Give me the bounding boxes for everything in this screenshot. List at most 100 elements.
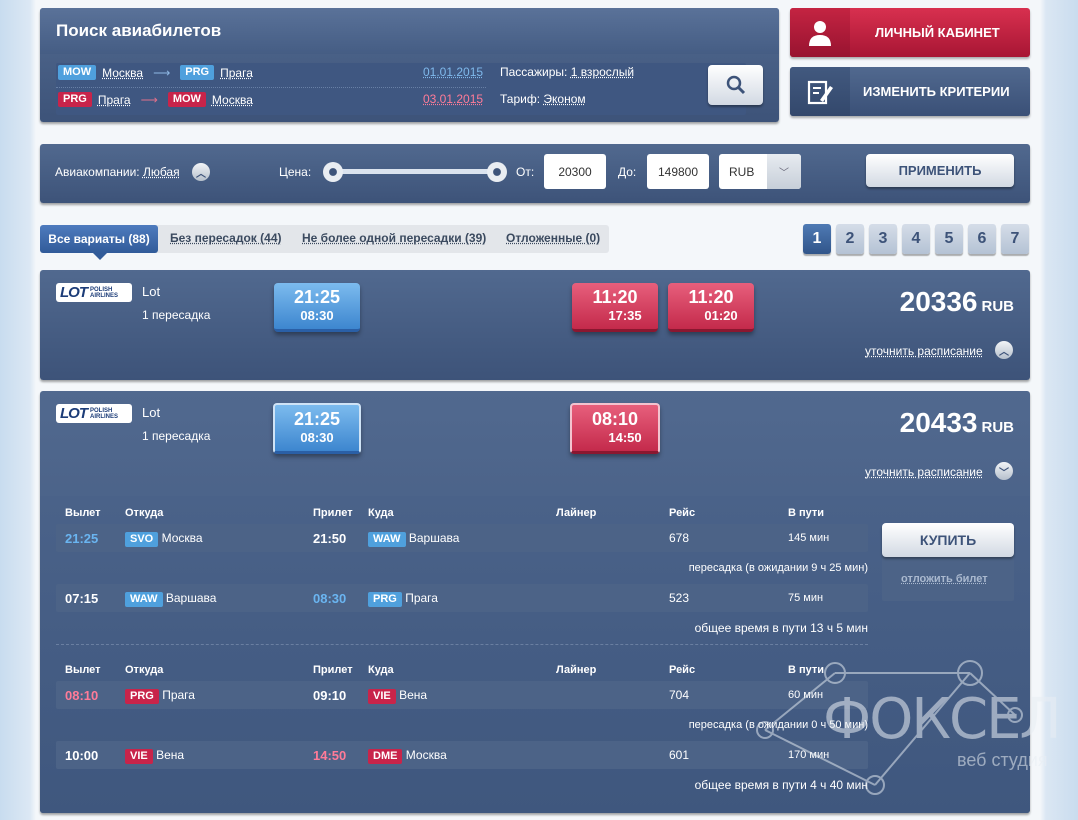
cabinet-button[interactable]: ЛИЧНЫЙ КАБИНЕТ bbox=[790, 8, 1030, 57]
segment-row bbox=[56, 584, 868, 612]
currency-select[interactable]: RUB ﹀ bbox=[719, 154, 801, 189]
airline-logo: LOT POLISH AIRLINES bbox=[56, 283, 132, 302]
price: 20433 RUB bbox=[900, 407, 1014, 439]
hdr-dur: В пути bbox=[788, 664, 825, 676]
airlines-label: Авиакомпании: bbox=[55, 165, 140, 179]
hdr-from: Откуда bbox=[125, 507, 164, 519]
from-code: PRG bbox=[58, 92, 92, 107]
slider-min-handle[interactable] bbox=[323, 162, 343, 182]
from-city[interactable]: Москва bbox=[102, 65, 144, 80]
tab-all[interactable]: Все вариаты (88) bbox=[40, 225, 158, 253]
currency-value: RUB bbox=[729, 164, 755, 179]
page-3[interactable]: 3 bbox=[869, 224, 897, 254]
divider bbox=[56, 644, 868, 645]
chevron-down-icon[interactable]: ﹀ bbox=[995, 462, 1013, 480]
result-card: LOT POLISH AIRLINES Lot 1 пересадка 21:2… bbox=[40, 270, 1030, 380]
seg-to: VIE Вена bbox=[368, 688, 427, 704]
price-currency: RUB bbox=[981, 298, 1015, 315]
seg-from-city: Вена bbox=[156, 748, 185, 762]
outbound-time-box[interactable]: 21:25 08:30 bbox=[274, 283, 360, 332]
seg-dep: 07:15 bbox=[65, 591, 99, 606]
tariff-value[interactable]: Эконом bbox=[543, 92, 586, 106]
page-2[interactable]: 2 bbox=[836, 224, 864, 254]
page-4[interactable]: 4 bbox=[902, 224, 930, 254]
buy-button[interactable]: КУПИТЬ bbox=[882, 523, 1014, 557]
dep-time: 21:25 bbox=[293, 287, 341, 307]
tab-deferred[interactable]: Отложенные (0) bbox=[506, 231, 601, 245]
page-6[interactable]: 6 bbox=[968, 224, 996, 254]
outbound-time-box[interactable]: 21:25 08:30 bbox=[273, 403, 361, 454]
to-city[interactable]: Москва bbox=[211, 92, 253, 107]
leg-return: PRG Прага ⟶ MOW Москва bbox=[58, 92, 253, 107]
edit-icon bbox=[807, 80, 833, 104]
seg-arr: 09:10 bbox=[313, 688, 347, 703]
seg-to-code: VIE bbox=[368, 689, 396, 704]
seg-to-city: Прага bbox=[405, 591, 438, 605]
seg-to-city: Москва bbox=[405, 748, 447, 762]
price-to-input[interactable]: 149800 bbox=[647, 154, 709, 189]
dep-time: 11:20 bbox=[688, 287, 734, 307]
schedule-link[interactable]: уточнить расписание bbox=[865, 344, 983, 358]
seg-flight: 601 bbox=[669, 748, 690, 762]
return-time-box[interactable]: 11:20 01:20 bbox=[668, 283, 754, 332]
price-slider[interactable] bbox=[323, 162, 507, 182]
airlines-filter: Авиакомпании: Любая bbox=[55, 165, 180, 179]
return-time-box[interactable]: 11:20 17:35 bbox=[572, 283, 658, 332]
seg-flight: 678 bbox=[669, 531, 690, 545]
return-time-box[interactable]: 08:10 14:50 bbox=[570, 403, 660, 454]
hdr-plane: Лайнер bbox=[556, 507, 597, 519]
outbound-date[interactable]: 01.01.2015 bbox=[423, 65, 484, 79]
tariff: Тариф: Эконом bbox=[500, 92, 586, 106]
segment-row bbox=[56, 524, 868, 552]
seg-from: PRG Прага bbox=[125, 688, 195, 704]
arr-time: 01:20 bbox=[704, 308, 738, 323]
page-1[interactable]: 1 bbox=[803, 224, 831, 254]
airline-name: Lot bbox=[142, 284, 161, 299]
stops-count: 1 пересадка bbox=[142, 429, 211, 443]
filter-bar: Авиакомпании: Любая ︿ Цена: От: 20300 До… bbox=[40, 144, 1030, 203]
change-criteria-button[interactable]: ИЗМЕНИТЬ КРИТЕРИИ bbox=[790, 67, 1030, 116]
from-city[interactable]: Прага bbox=[97, 92, 131, 107]
price-from-input[interactable]: 20300 bbox=[544, 154, 606, 189]
page-5[interactable]: 5 bbox=[935, 224, 963, 254]
layover-note: пересадка (в ожидании 0 ч 50 мин) bbox=[688, 719, 868, 731]
page-7[interactable]: 7 bbox=[1001, 224, 1029, 254]
airlines-value[interactable]: Любая bbox=[142, 165, 180, 179]
from-label: От: bbox=[516, 165, 535, 179]
seg-to-code: DME bbox=[368, 749, 403, 764]
seg-to: DME Москва bbox=[368, 748, 447, 764]
hdr-to: Куда bbox=[368, 664, 394, 676]
leg-outbound: MOW Москва ⟶ PRG Прага bbox=[58, 65, 253, 80]
seg-flight: 523 bbox=[669, 591, 690, 605]
seg-from-city: Москва bbox=[161, 531, 203, 545]
to-city[interactable]: Прага bbox=[220, 65, 253, 80]
stops-count: 1 пересадка bbox=[142, 308, 211, 322]
seg-from: WAW Варшава bbox=[125, 591, 216, 607]
tab-direct[interactable]: Без пересадок (44) bbox=[170, 231, 282, 245]
apply-button[interactable]: ПРИМЕНИТЬ bbox=[866, 154, 1014, 187]
seg-from: SVO Москва bbox=[125, 531, 203, 547]
passengers-value[interactable]: 1 взрослый bbox=[570, 65, 635, 79]
seg-arr: 08:30 bbox=[313, 591, 347, 606]
dep-time: 21:25 bbox=[293, 409, 341, 429]
return-date[interactable]: 03.01.2015 bbox=[423, 92, 484, 106]
seg-dur: 75 мин bbox=[788, 592, 824, 604]
chevron-up-icon[interactable]: ︿ bbox=[995, 341, 1013, 359]
to-code: MOW bbox=[167, 92, 206, 107]
tariff-label: Тариф: bbox=[500, 92, 541, 106]
search-icon bbox=[726, 75, 745, 95]
tab-all-label: Все вариаты (88) bbox=[48, 232, 150, 246]
hdr-arr: Прилет bbox=[313, 664, 353, 676]
hdr-arr: Прилет bbox=[313, 507, 353, 519]
schedule-link[interactable]: уточнить расписание bbox=[865, 465, 983, 479]
seg-from-code: WAW bbox=[125, 592, 163, 607]
slider-max-handle[interactable] bbox=[487, 162, 507, 182]
chevron-up-icon[interactable]: ︿ bbox=[192, 163, 210, 181]
tab-one-stop[interactable]: Не более одной пересадки (39) bbox=[302, 231, 487, 245]
dep-time: 11:20 bbox=[592, 287, 638, 307]
seg-dep: 21:25 bbox=[65, 531, 99, 546]
network-logo-icon bbox=[756, 660, 1023, 795]
search-button[interactable] bbox=[708, 65, 763, 105]
arr-time: 14:50 bbox=[608, 430, 642, 445]
defer-ticket-link[interactable]: отложить билет bbox=[901, 573, 988, 585]
